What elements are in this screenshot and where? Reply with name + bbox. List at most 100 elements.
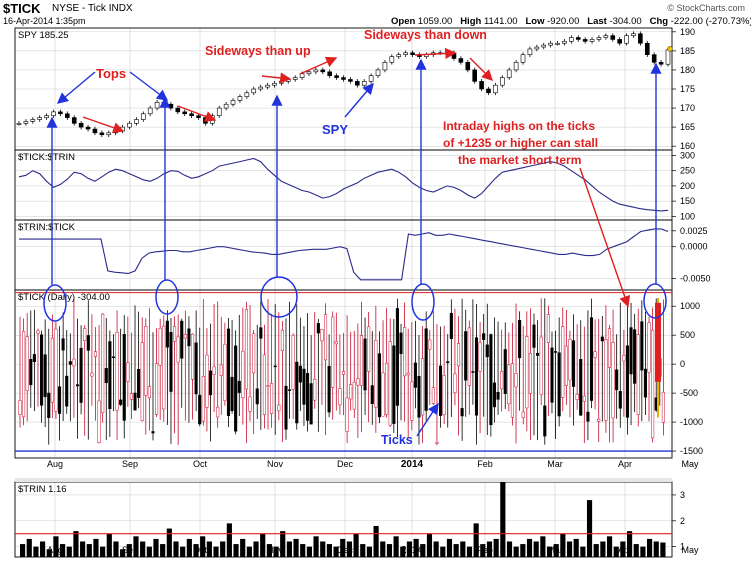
trin-bar bbox=[600, 541, 606, 557]
x-tick-label: 2014 bbox=[401, 459, 424, 470]
spy-bar bbox=[258, 86, 263, 90]
spy-bar bbox=[396, 54, 402, 57]
y-tick-label: 0.0025 bbox=[680, 226, 708, 236]
spy-bar bbox=[403, 52, 408, 55]
spy-bar bbox=[244, 92, 250, 97]
tick-bar-body bbox=[262, 354, 266, 416]
y-tick-label: 185 bbox=[680, 46, 695, 56]
trin-bar bbox=[206, 541, 212, 557]
trin-bar bbox=[593, 544, 599, 557]
tick-bar-body bbox=[79, 347, 83, 403]
tick-bar-body bbox=[18, 400, 22, 415]
tick-bar-body bbox=[241, 350, 245, 398]
trin-bar bbox=[540, 536, 546, 557]
last-label: Last bbox=[587, 16, 607, 27]
tick-bar-body bbox=[579, 359, 583, 416]
low-value: -920.00 bbox=[547, 16, 580, 27]
spy-bar bbox=[279, 81, 284, 84]
tick-bar-body bbox=[72, 358, 76, 367]
spy-bar bbox=[341, 77, 346, 80]
y-tick-label: 250 bbox=[680, 166, 695, 176]
tick-bar-body bbox=[223, 343, 227, 402]
trin-bar bbox=[306, 546, 312, 557]
trin-bar bbox=[60, 544, 66, 557]
y-tick-label: 190 bbox=[680, 27, 695, 37]
spy-bar bbox=[272, 82, 277, 86]
tick-bar-body bbox=[625, 345, 630, 418]
x-tick-label-bottom: May bbox=[681, 545, 699, 555]
spy-bar bbox=[631, 33, 636, 36]
y-tick-label: -0.0050 bbox=[680, 274, 711, 284]
trin-bar bbox=[213, 546, 219, 557]
trin-bar bbox=[393, 536, 399, 557]
tick-bar-body bbox=[302, 368, 306, 405]
x-tick-label: Aug bbox=[47, 459, 63, 469]
tick-bar-body bbox=[539, 336, 543, 395]
panel-frame-rt bbox=[14, 219, 673, 291]
trin-bar bbox=[360, 544, 366, 557]
tick-bar-body bbox=[288, 389, 292, 391]
tick-bar-body bbox=[349, 384, 353, 400]
trin-bar bbox=[320, 541, 326, 557]
tick-bar-body bbox=[280, 329, 284, 352]
chg-label: Chg bbox=[649, 16, 669, 27]
spy-bar bbox=[375, 69, 381, 76]
trin-bar bbox=[520, 544, 526, 557]
spy-bar bbox=[562, 41, 567, 44]
trin-bar bbox=[426, 533, 433, 557]
y-tick-label: 160 bbox=[680, 141, 695, 151]
tick-bar-body bbox=[108, 341, 112, 409]
trin-bar bbox=[46, 549, 52, 557]
spy-bar bbox=[527, 48, 533, 55]
tick-bar-body bbox=[651, 329, 655, 439]
spy-bar bbox=[610, 35, 616, 40]
trin-bar bbox=[153, 538, 159, 557]
annotation-intraday-3: the market short term bbox=[458, 153, 581, 167]
arrow-intraday bbox=[579, 167, 631, 308]
trin-bar bbox=[466, 546, 473, 557]
trin-bar bbox=[380, 541, 386, 557]
trin-bar bbox=[220, 541, 226, 557]
tick-bar-body bbox=[643, 368, 647, 398]
spy-bar bbox=[382, 62, 388, 71]
tick-bar-body bbox=[68, 361, 72, 365]
tick-bar-body bbox=[439, 365, 443, 416]
tick-bar-body bbox=[190, 333, 195, 380]
trin-bar bbox=[453, 544, 459, 557]
tick-bar-body bbox=[489, 334, 493, 426]
open-label: Open bbox=[391, 16, 416, 27]
spy-bar bbox=[541, 44, 547, 48]
tick-bar-body bbox=[334, 341, 338, 345]
spy-bar bbox=[589, 39, 595, 42]
panel-labels: Aug Aug Sep Sep Oct Oct Nov Nov Dec Dec 2014 2014 Fe… bbox=[18, 30, 699, 556]
x-tick-label-bottom: Nov bbox=[267, 545, 284, 555]
arrow-down-1 bbox=[469, 57, 493, 81]
trin-bar bbox=[500, 482, 506, 557]
tick-bar-body bbox=[295, 361, 299, 424]
trin-bar bbox=[433, 541, 439, 557]
trin-bar bbox=[513, 546, 519, 557]
trin-bar bbox=[553, 544, 559, 557]
trin-bar bbox=[626, 531, 633, 557]
tick-bar-body bbox=[593, 351, 597, 358]
spy-bar bbox=[44, 115, 49, 118]
spy-bar bbox=[513, 62, 519, 71]
spy-bar bbox=[92, 128, 98, 134]
annotation-tops: Tops bbox=[96, 66, 126, 81]
trin-bar bbox=[273, 546, 279, 557]
spy-bar bbox=[472, 69, 477, 82]
tick-bar-body bbox=[90, 372, 94, 377]
trin-bar bbox=[146, 546, 152, 557]
tick-bar-body bbox=[385, 362, 389, 415]
spy-bar bbox=[168, 103, 174, 109]
tick-bar-body bbox=[205, 354, 209, 408]
trin-bar bbox=[333, 546, 339, 557]
high-value: 1141.00 bbox=[483, 16, 518, 27]
spy-bar bbox=[154, 102, 160, 109]
trin-bar bbox=[126, 544, 132, 557]
highlight-ellipse bbox=[260, 276, 298, 318]
y-tick-label: -1000 bbox=[680, 417, 703, 427]
tick-bar-body bbox=[413, 362, 417, 388]
tick-bar-body bbox=[510, 363, 514, 418]
series-line-rt bbox=[19, 228, 669, 281]
